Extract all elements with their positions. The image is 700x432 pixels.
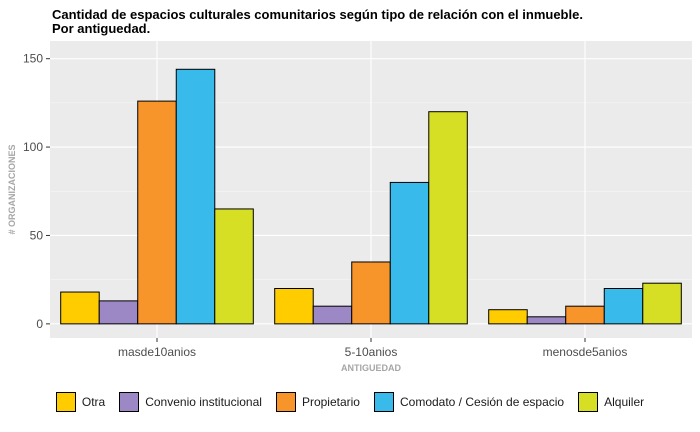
bar: [214, 208, 254, 325]
bar: [603, 288, 644, 325]
x-tick-label: masde10anios: [118, 345, 196, 359]
legend-key: [55, 392, 76, 412]
legend: Otra Convenio institucional Propietario Com…: [0, 392, 700, 412]
y-tick-label: 0: [36, 317, 43, 331]
y-tick-label: 50: [30, 228, 44, 242]
bar: [642, 282, 682, 325]
legend-key: [578, 392, 599, 412]
chart-title: Cantidad de espacios culturales comunita…: [52, 7, 583, 22]
bar: [351, 261, 391, 325]
bar: [526, 316, 567, 325]
legend-label: Convenio institucional: [145, 395, 262, 409]
bar: [274, 288, 314, 325]
bar: [428, 111, 468, 325]
legend-item: Propietario: [275, 392, 360, 412]
legend-item: Comodato / Cesión de espacio: [373, 392, 565, 412]
bar: [60, 291, 100, 325]
legend-label: Alquiler: [604, 395, 645, 409]
title-block: Cantidad de espacios culturales comunita…: [52, 8, 692, 36]
bar: [389, 181, 430, 325]
legend-key: [373, 392, 394, 412]
bar: [312, 305, 353, 325]
y-axis-title: # ORGANIZACIONES: [7, 144, 17, 234]
bar: [488, 309, 528, 325]
legend-item: Otra: [55, 392, 106, 412]
x-tick-label: menosde5anios: [543, 345, 628, 359]
legend-label: Propietario: [301, 395, 360, 409]
legend-key: [275, 392, 296, 412]
legend-key: [119, 392, 140, 412]
legend-label: Comodato / Cesión de espacio: [399, 395, 565, 409]
bar: [137, 100, 177, 325]
y-tick-label: 150: [23, 52, 43, 66]
x-tick-label: 5-10anios: [345, 345, 398, 359]
bar: [565, 305, 605, 325]
legend-item: Alquiler: [578, 392, 644, 412]
legend-label: Otra: [81, 395, 106, 409]
x-axis-title: ANTIGUEDAD: [341, 363, 401, 373]
bar: [98, 300, 139, 325]
chart-subtitle: Por antiguedad.: [52, 21, 151, 36]
bar: [175, 68, 216, 325]
legend-item: Convenio institucional: [119, 392, 262, 412]
y-tick-label: 100: [23, 140, 43, 154]
